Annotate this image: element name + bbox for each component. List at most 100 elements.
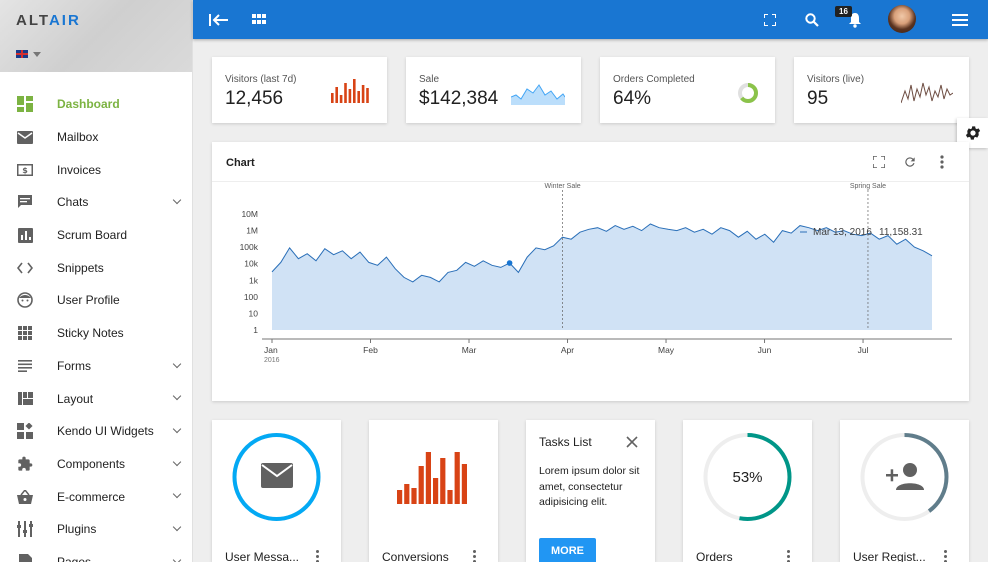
sidebar-item-label: Pages — [57, 554, 92, 562]
sidebar-item-user-profile[interactable]: User Profile — [0, 284, 192, 317]
widget-label: Orders — [696, 550, 733, 562]
x-tick-year: 2016 — [264, 357, 280, 364]
envelope-icon — [261, 463, 293, 488]
close-icon[interactable] — [625, 435, 639, 449]
top-bar: 16 — [193, 0, 988, 39]
widget-orders[interactable]: 53% Orders — [683, 420, 812, 562]
search-button[interactable] — [802, 0, 822, 39]
basket-icon — [17, 489, 33, 505]
widget-label: User Regist... — [853, 550, 926, 562]
apps-button[interactable] — [249, 0, 269, 39]
logo[interactable]: ALTAIR — [16, 12, 81, 29]
more-vert-icon[interactable] — [787, 550, 791, 562]
conversion-bar — [440, 458, 446, 504]
sidebar-item-invoices[interactable]: $ Invoices — [0, 153, 192, 186]
puzzle-icon — [17, 456, 33, 472]
code-icon — [17, 260, 33, 276]
more-vert-icon[interactable] — [473, 550, 477, 562]
line-sparkline — [901, 82, 953, 104]
logo-text-1: ALT — [16, 12, 49, 29]
y-tick-label: 10k — [244, 259, 258, 269]
chevron-down-icon — [172, 522, 182, 532]
collapse-sidebar-button[interactable] — [205, 0, 233, 39]
sidebar-item-label: Layout — [57, 391, 94, 406]
chart-refresh-button[interactable] — [902, 154, 918, 170]
x-tick-label: Apr — [561, 345, 574, 355]
sidebar-item-e-commerce[interactable]: E-commerce — [0, 480, 192, 513]
sidebar-item-dashboard[interactable]: Dashboard — [0, 88, 192, 121]
plugins-icon — [17, 521, 33, 538]
sidebar-item-layout[interactable]: Layout — [0, 382, 192, 415]
face-icon — [17, 292, 33, 309]
invoice-icon: $ — [17, 162, 33, 178]
stat-label: Visitors (last 7d) — [225, 74, 297, 85]
more-button[interactable]: MORE — [539, 538, 596, 562]
sidebar-item-pages[interactable]: Pages — [0, 546, 192, 562]
sidebar-item-plugins[interactable]: Plugins — [0, 513, 192, 546]
person-add-icon — [886, 463, 924, 490]
hamburger-icon — [952, 13, 968, 26]
chevron-down-icon — [172, 490, 182, 499]
conversion-bar — [418, 466, 424, 504]
widgets-icon — [17, 423, 33, 440]
stat-value: 64% — [613, 88, 652, 109]
x-tick-label: Mar — [462, 345, 477, 355]
y-tick-label: 1M — [246, 226, 258, 236]
ring-percentage: 53% — [732, 469, 763, 486]
sidebar-item-sticky-notes[interactable]: Sticky Notes — [0, 317, 192, 350]
widget-user-registrations[interactable]: User Regist... — [840, 420, 969, 562]
sidebar-item-label: Mailbox — [57, 130, 99, 145]
tooltip-date: Mar 13, 2016 — [813, 227, 872, 238]
widget-label: Conversions — [382, 550, 449, 562]
fullscreen-button[interactable] — [760, 0, 780, 39]
chevron-down-icon — [172, 424, 182, 434]
widget-conversions[interactable]: Conversions — [369, 420, 498, 562]
sidebar-item-scrum-board[interactable]: Scrum Board — [0, 219, 192, 252]
notification-count-badge: 16 — [835, 6, 852, 17]
chart-more-button[interactable] — [934, 154, 950, 170]
spark-bar — [357, 91, 360, 103]
fullscreen-icon — [873, 156, 885, 168]
stat-label: Visitors (live) — [807, 74, 865, 85]
chevron-down-icon — [172, 555, 182, 562]
sidebar-item-label: Scrum Board — [57, 228, 128, 243]
ring-chart — [703, 433, 792, 521]
chart-fullscreen-button[interactable] — [871, 154, 887, 170]
more-vert-icon[interactable] — [944, 550, 948, 562]
y-tick-label: 1k — [249, 275, 259, 285]
conversion-bar — [454, 452, 460, 504]
scrum-icon — [17, 227, 33, 243]
menu-button[interactable] — [950, 0, 970, 39]
stat-value: 12,456 — [225, 88, 284, 109]
grid-icon — [17, 325, 33, 341]
spark-bar — [335, 87, 338, 103]
area-chart[interactable]: 1 10 100 1k 10k 100k 1M 10M Jan Feb Mar Apr May Jun Ju… — [212, 182, 969, 401]
dashboard-icon — [17, 96, 33, 113]
widget-user-messages[interactable]: User Messa... — [212, 420, 341, 562]
logo-text-2: AIR — [48, 12, 81, 29]
sidebar-item-forms[interactable]: Forms — [0, 350, 192, 383]
sidebar-item-mailbox[interactable]: Mailbox — [0, 121, 192, 154]
sidebar-item-label: Plugins — [57, 522, 97, 537]
language-switcher[interactable] — [16, 50, 41, 58]
collapse-left-icon — [209, 13, 228, 26]
x-tick-label: Feb — [363, 345, 378, 355]
divider — [212, 181, 969, 182]
tasks-title: Tasks List — [539, 435, 592, 449]
y-tick-label: 1 — [253, 325, 258, 335]
y-tick-label: 10M — [241, 209, 258, 219]
notifications-button[interactable] — [845, 0, 865, 39]
sidebar-item-snippets[interactable]: Snippets — [0, 251, 192, 284]
more-vert-icon[interactable] — [316, 550, 320, 562]
stat-label: Orders Completed — [613, 74, 695, 85]
sidebar-item-kendo-ui-widgets[interactable]: Kendo UI Widgets — [0, 415, 192, 448]
stat-card-orders-completed: Orders Completed 64% — [600, 57, 775, 123]
area-fill — [272, 224, 932, 330]
sidebar-item-label: Sticky Notes — [57, 326, 124, 341]
user-avatar[interactable] — [888, 5, 916, 33]
stat-card-visitors-7d: Visitors (last 7d) 12,456 — [212, 57, 387, 123]
more-vert-icon — [940, 155, 944, 169]
sidebar-item-components[interactable]: Components — [0, 448, 192, 481]
sidebar-item-chats[interactable]: Chats — [0, 186, 192, 219]
sidebar-item-label: Chats — [57, 195, 89, 210]
